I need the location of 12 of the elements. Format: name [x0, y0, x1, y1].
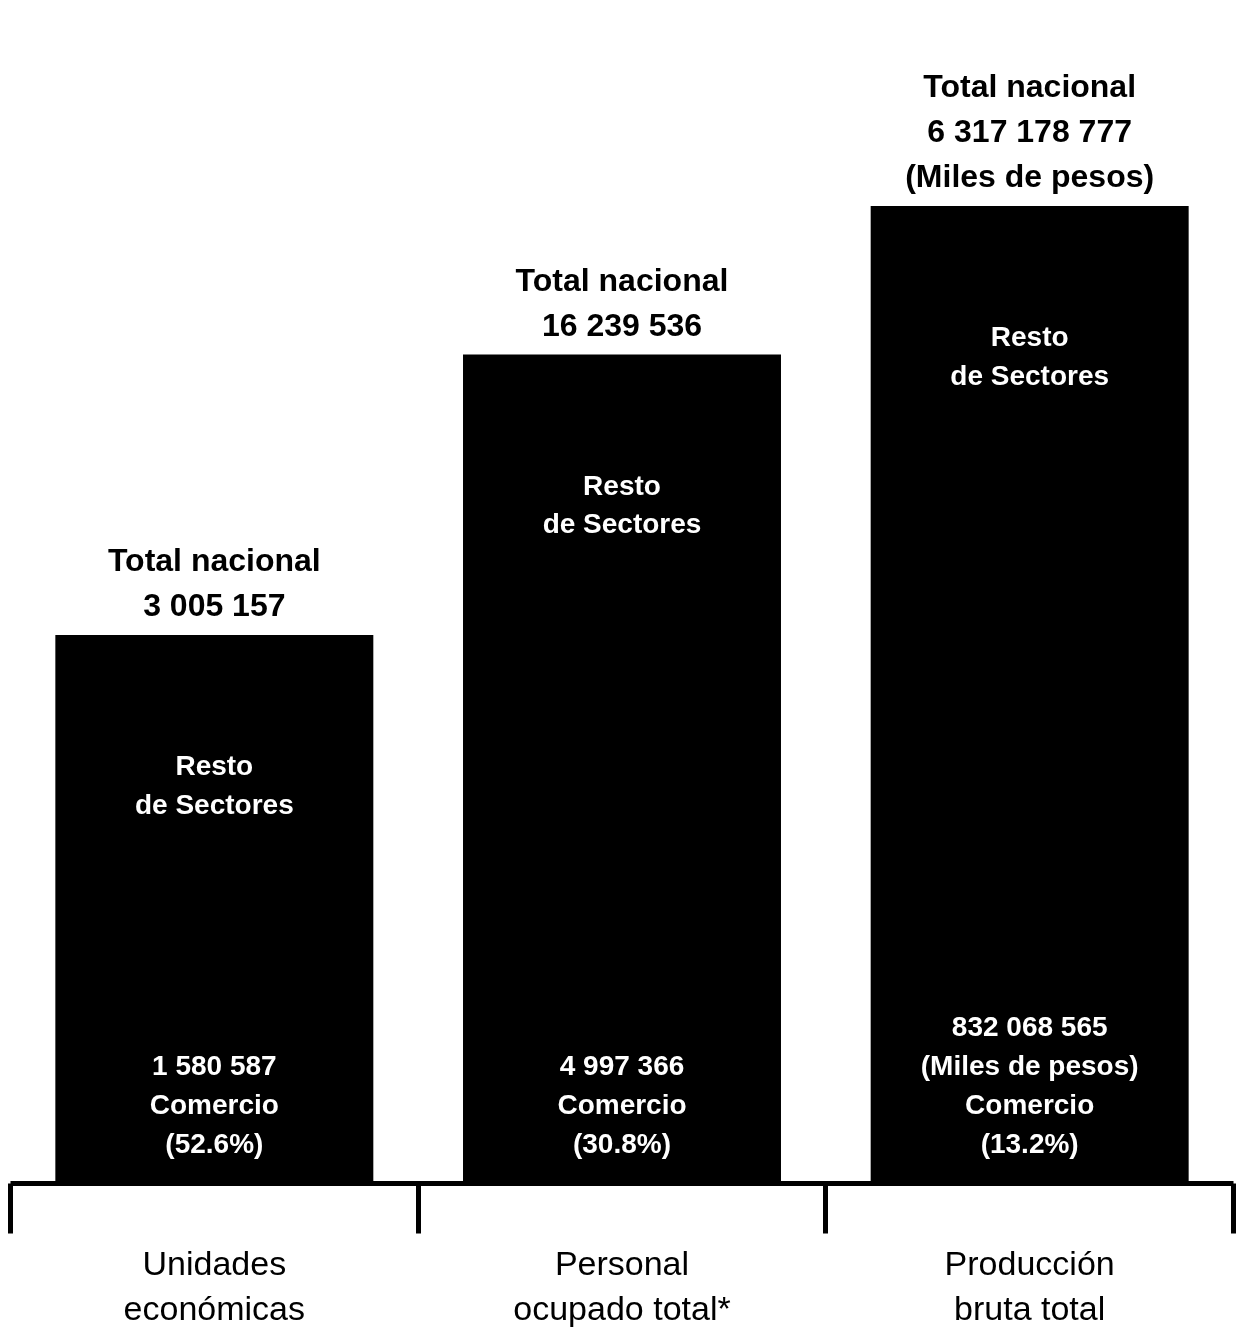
annotation: 1 580 587 Comercio (52.6%): [149, 1050, 279, 1159]
x-tick-label: Personal ocupado total*: [513, 1243, 731, 1328]
annotation: Total nacional 6 317 178 777 (Miles de pesos): [905, 68, 1155, 194]
annotation: 832 068 565 (Miles de pesos) Comercio (13.2%): [920, 1011, 1139, 1159]
annotation: 4 997 366 Comercio (30.8%): [557, 1050, 687, 1159]
annotation: Resto de Sectores: [542, 469, 702, 540]
annotation: Total nacional 16 239 536: [515, 261, 729, 343]
x-tick-label: Unidades económicas: [123, 1243, 306, 1328]
x-tick-label: Producción bruta total: [944, 1243, 1115, 1328]
annotation: Resto de Sectores: [134, 750, 294, 820]
annotation: Total nacional 3 005 157: [107, 542, 321, 624]
annotation: Resto de Sectores: [950, 321, 1110, 391]
